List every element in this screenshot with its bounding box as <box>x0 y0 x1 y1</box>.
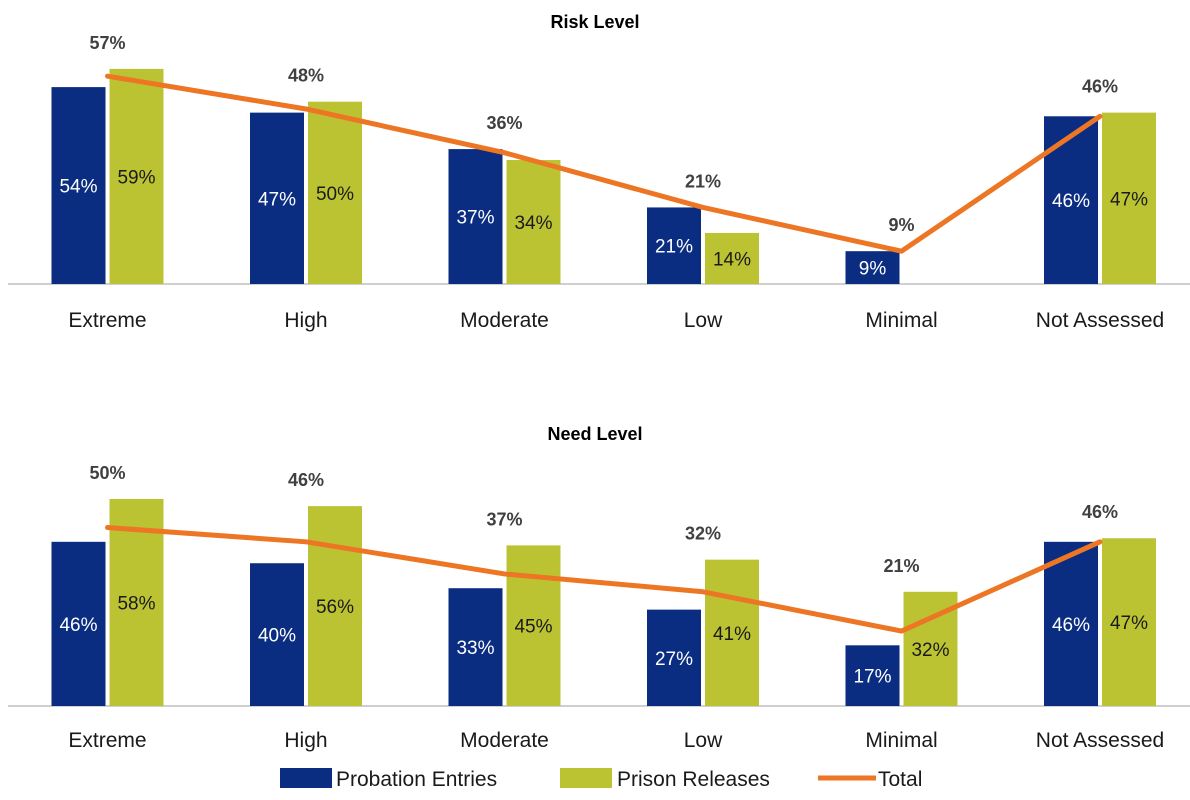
prison-bar-label: 32% <box>911 640 949 661</box>
total-data-label: 46% <box>288 470 324 490</box>
prison-bar-label: 58% <box>117 593 155 614</box>
prison-bar-label: 14% <box>713 249 751 270</box>
legend-total-label: Total <box>878 768 922 791</box>
category-label: Low <box>684 729 723 752</box>
total-data-label: 48% <box>288 66 324 86</box>
legend-prison-swatch <box>560 768 612 788</box>
category-label: Extreme <box>68 729 146 752</box>
prison-bar-label: 41% <box>713 624 751 645</box>
chart-title: Risk Level <box>550 12 639 32</box>
prison-bar-label: 45% <box>514 617 552 638</box>
probation-bar <box>647 207 701 284</box>
prison-bar <box>109 498 164 706</box>
probation-bar <box>845 251 900 284</box>
need-level-panel: Need Level 46% 58% Extreme 40% 56% High 33% 45% M… <box>8 424 1190 752</box>
chart-legend: Probation Entries Prison Releases Total <box>280 768 922 791</box>
probation-bar <box>448 588 503 706</box>
prison-bar <box>308 506 362 706</box>
legend-prison-label: Prison Releases <box>617 768 770 791</box>
prison-bar <box>109 68 164 284</box>
probation-bar-label: 33% <box>456 638 494 659</box>
prison-bar <box>506 545 561 706</box>
prison-bar <box>705 559 759 706</box>
probation-bar <box>845 645 900 706</box>
category-label: Not Assessed <box>1036 309 1164 332</box>
prison-bar-label: 34% <box>514 213 552 234</box>
total-data-label: 21% <box>883 556 919 576</box>
total-data-label: 50% <box>89 463 125 483</box>
total-data-label: 21% <box>685 171 721 191</box>
probation-bar-label: 54% <box>59 177 97 198</box>
prison-bar <box>705 232 759 284</box>
probation-bar-label: 46% <box>1052 615 1090 636</box>
probation-bar-label: 27% <box>655 649 693 670</box>
probation-bar-label: 9% <box>859 259 887 280</box>
chart-title: Need Level <box>547 424 642 444</box>
prison-bar <box>1102 538 1156 706</box>
prison-bar <box>506 160 561 284</box>
probation-bar <box>250 112 304 284</box>
probation-bar <box>1044 541 1098 706</box>
category-label: High <box>284 309 327 332</box>
probation-bar-label: 47% <box>258 189 296 210</box>
total-data-label: 46% <box>1082 502 1118 522</box>
probation-bar <box>647 609 701 706</box>
total-data-label: 9% <box>888 215 914 235</box>
category-label: Minimal <box>865 309 937 332</box>
probation-bar-label: 17% <box>853 667 891 688</box>
prison-bar-label: 56% <box>316 597 354 618</box>
category-label: Minimal <box>865 729 937 752</box>
prison-bar <box>1102 112 1156 284</box>
total-data-label: 36% <box>486 113 522 133</box>
total-data-label: 46% <box>1082 77 1118 97</box>
total-data-label: 57% <box>89 33 125 53</box>
probation-bar <box>448 149 503 284</box>
probation-bar-label: 37% <box>456 208 494 229</box>
probation-bar-label: 46% <box>1052 191 1090 212</box>
category-label: Moderate <box>460 309 549 332</box>
prison-bar <box>308 101 362 284</box>
probation-bar <box>250 563 304 706</box>
category-label: Moderate <box>460 729 549 752</box>
prison-bar-label: 59% <box>117 167 155 188</box>
total-data-label: 32% <box>685 524 721 544</box>
probation-bar <box>51 87 106 284</box>
probation-bar <box>51 541 106 706</box>
legend-probation-swatch <box>280 768 332 788</box>
prison-bar-label: 50% <box>316 184 354 205</box>
total-line <box>105 525 1103 634</box>
total-line <box>105 73 1103 254</box>
prison-bar-label: 47% <box>1110 613 1148 634</box>
prison-bar-label: 47% <box>1110 189 1148 210</box>
risk-level-panel: Risk Level 54% 59% Extreme 47% 50% High 37% 34% M… <box>8 12 1190 332</box>
category-label: High <box>284 729 327 752</box>
total-data-label: 37% <box>486 509 522 529</box>
legend-probation-label: Probation Entries <box>336 768 497 791</box>
category-label: Not Assessed <box>1036 729 1164 752</box>
probation-bar-label: 21% <box>655 237 693 258</box>
probation-bar-label: 40% <box>258 626 296 647</box>
category-label: Low <box>684 309 723 332</box>
probation-bar <box>1044 116 1098 285</box>
probation-bar-label: 46% <box>59 615 97 636</box>
category-label: Extreme <box>68 309 146 332</box>
